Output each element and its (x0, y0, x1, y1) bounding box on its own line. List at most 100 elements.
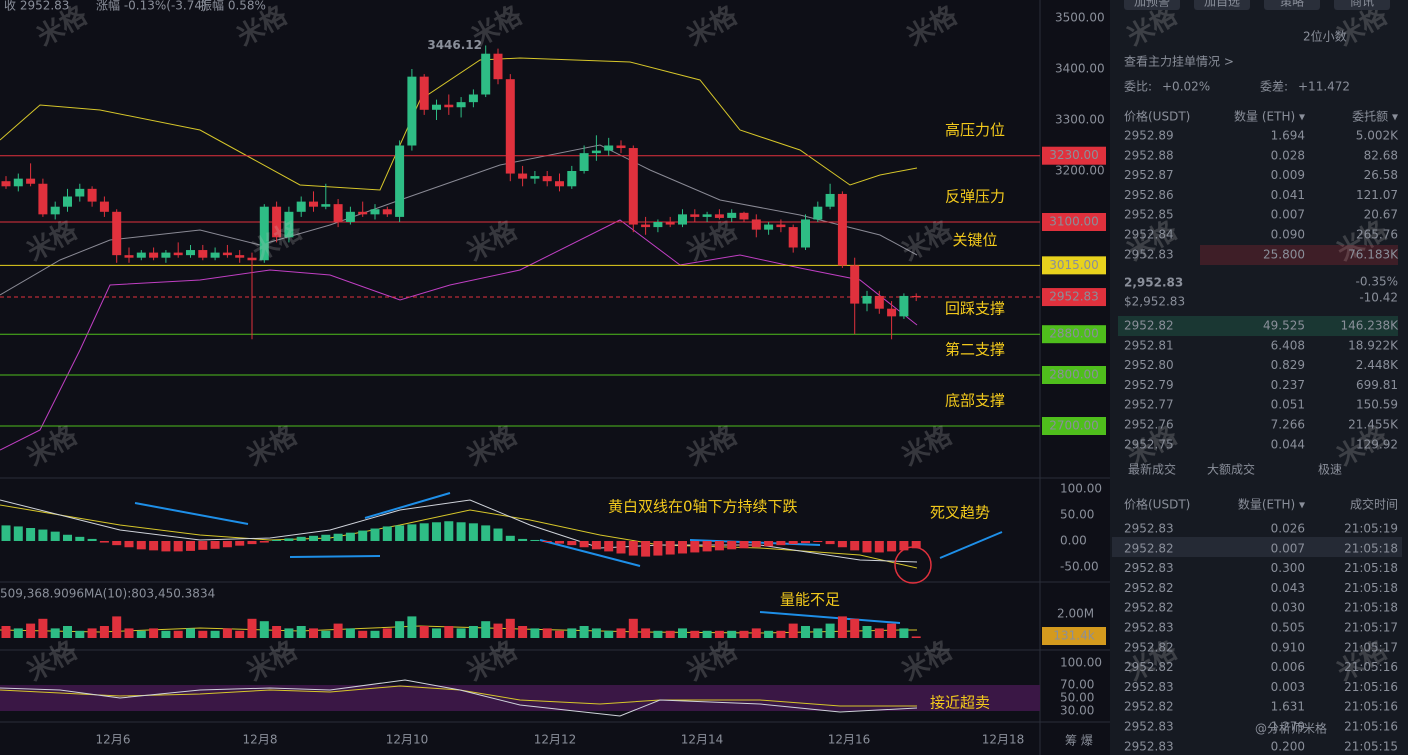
level-label: 3230.00 (1049, 148, 1099, 162)
macd-tick: -50.00 (1060, 560, 1099, 574)
vol-bar (739, 630, 749, 638)
tab[interactable]: 最新成交 (1128, 462, 1176, 477)
candle-body (579, 153, 589, 171)
button-label[interactable]: 加自选 (1204, 0, 1240, 9)
book-cell: 0.829 (1271, 358, 1305, 372)
axis-tools[interactable]: 筹 爆 (1065, 734, 1093, 748)
vol-bar (801, 626, 810, 638)
button[interactable] (1334, 0, 1390, 10)
macd-bar (358, 530, 368, 541)
button[interactable] (1264, 0, 1320, 10)
ratio-value: +0.02% (1162, 80, 1210, 94)
book-cell: 2952.82 (1124, 541, 1174, 555)
button-label[interactable]: 策略 (1280, 0, 1304, 9)
book-cell: 150.59 (1356, 398, 1398, 412)
macd-bar (518, 538, 528, 541)
vol-bar (382, 628, 392, 638)
candle-body (63, 196, 72, 207)
vol-bar (419, 626, 429, 638)
vol-bar (825, 623, 835, 638)
diff-value: +11.472 (1298, 80, 1350, 94)
annotation: 量能不足 (780, 591, 840, 609)
candle-body (124, 255, 134, 258)
tab[interactable]: 大额成交 (1207, 462, 1255, 477)
vol-bar (259, 621, 269, 638)
date-label: 12月6 (96, 733, 131, 747)
tab[interactable]: 极速 (1318, 463, 1342, 477)
candle-body (259, 206, 269, 261)
level-tag (1042, 325, 1106, 344)
macd-tick: 50.00 (1060, 508, 1094, 522)
candle-body (210, 252, 220, 258)
vol-bar (161, 630, 171, 638)
macd-bar (530, 539, 540, 541)
book-cell: 265.76 (1356, 228, 1398, 242)
button[interactable] (1124, 0, 1180, 10)
macd-bar (444, 521, 454, 541)
vol-bar (653, 630, 663, 638)
level-note: 底部支撑 (945, 392, 1005, 410)
mid-price: 2,952.83 (1124, 276, 1183, 290)
macd-bar (161, 541, 171, 552)
book-cell: 0.003 (1271, 680, 1305, 694)
macd-tick: 100.00 (1060, 482, 1102, 496)
book-cell: 0.237 (1271, 378, 1305, 392)
macd-bar (579, 541, 589, 548)
candle-body (370, 209, 380, 215)
main-orders[interactable]: 查看主力挂单情况 > (1124, 55, 1234, 69)
signature: @分析师米格 (1255, 721, 1327, 736)
vol-bar (13, 628, 23, 638)
book-cell: 0.006 (1271, 660, 1305, 674)
vol-bar (874, 628, 884, 638)
book-cell: 49.525 (1263, 319, 1305, 333)
vol-bar (198, 630, 208, 638)
macd-bar (395, 525, 405, 541)
vol-bar (345, 628, 355, 638)
macd-bar (296, 536, 306, 541)
vol-bar (591, 628, 601, 638)
level-label: 3015.00 (1049, 258, 1099, 272)
trade-header: 数量(ETH) ▾ (1238, 497, 1305, 512)
rsi-line-2 (0, 679, 918, 717)
macd-bar (837, 541, 847, 548)
candle-body (186, 250, 195, 256)
macd-bar (481, 525, 491, 541)
candle-body (850, 265, 860, 304)
date-label: 12月14 (681, 733, 724, 747)
candle-body (456, 102, 466, 108)
vol-bar (899, 628, 909, 638)
vol-bar (186, 628, 195, 638)
arrows (134, 492, 1003, 624)
close: 收 2952.83 (4, 0, 69, 13)
candle-body (198, 250, 208, 258)
candle-body (505, 79, 515, 174)
candle-body (112, 211, 122, 256)
book-cell: 2952.83 (1124, 561, 1174, 575)
book-cell: 2952.83 (1124, 247, 1174, 261)
book-cell: 0.028 (1271, 148, 1305, 162)
book-cell: 2952.82 (1124, 640, 1174, 654)
book-cell: 2952.88 (1124, 148, 1174, 162)
macd-bar (714, 541, 724, 551)
button-label[interactable]: 加预警 (1134, 0, 1170, 9)
macd-bar (678, 541, 687, 554)
candle-body (714, 214, 724, 218)
book-cell: 2952.83 (1124, 621, 1174, 635)
book-cell: 21:05:16 (1344, 720, 1398, 734)
book-cell: 21:05:18 (1344, 601, 1398, 615)
arrow (134, 502, 249, 525)
candle-body (309, 201, 318, 207)
vol-bar (678, 628, 687, 638)
vol-bar (628, 618, 638, 638)
book-cell: 0.505 (1271, 621, 1305, 635)
button-label[interactable]: 商讯 (1350, 0, 1374, 9)
book-cell: 26.58 (1364, 168, 1398, 182)
macd-bar (210, 541, 220, 549)
book-cell: 20.67 (1364, 208, 1398, 222)
book-cell: 21:05:17 (1344, 640, 1398, 654)
level-note: 关键位 (952, 231, 997, 249)
button[interactable] (1194, 0, 1250, 10)
precision[interactable]: 2位小数 (1303, 29, 1347, 44)
candle-body (26, 178, 36, 184)
candle-body (776, 224, 786, 228)
